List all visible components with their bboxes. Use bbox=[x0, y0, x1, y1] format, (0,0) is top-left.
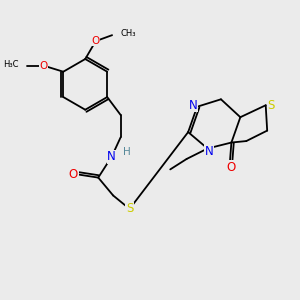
Text: O: O bbox=[92, 35, 100, 46]
Text: O: O bbox=[226, 161, 235, 174]
Text: O: O bbox=[39, 61, 47, 71]
Text: H₃C: H₃C bbox=[3, 60, 19, 69]
Text: N: N bbox=[205, 145, 213, 158]
Text: N: N bbox=[107, 150, 116, 163]
Text: S: S bbox=[126, 202, 133, 215]
Text: CH₃: CH₃ bbox=[120, 29, 136, 38]
Text: S: S bbox=[267, 99, 275, 112]
Text: H: H bbox=[123, 147, 131, 157]
Text: O: O bbox=[69, 167, 78, 181]
Text: N: N bbox=[189, 99, 198, 112]
